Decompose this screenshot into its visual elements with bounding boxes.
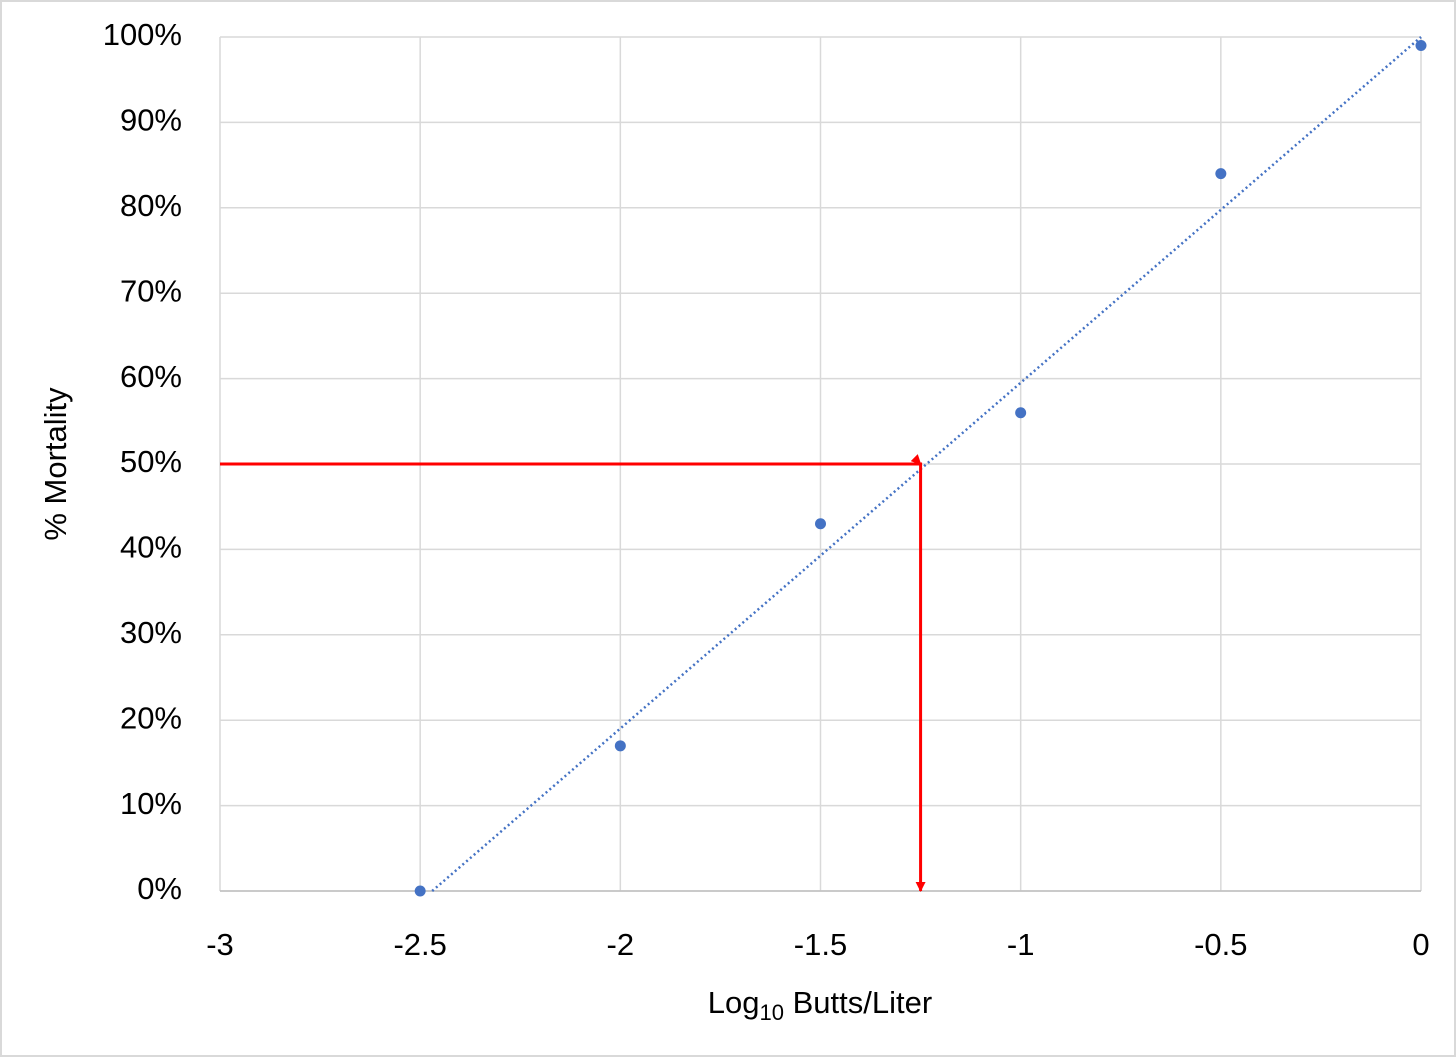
x-tick-label: -3 [206, 927, 234, 962]
data-point [614, 740, 626, 752]
x-tick-label: -0.5 [1194, 927, 1247, 962]
data-point [414, 885, 426, 897]
x-tick-label: -2.5 [393, 927, 446, 962]
y-tick-label: 100% [103, 17, 182, 52]
data-point [1215, 168, 1227, 180]
y-tick-label: 70% [120, 273, 182, 308]
y-tick-label: 90% [120, 103, 182, 138]
x-tick-label: -2 [607, 927, 635, 962]
x-tick-label: 0 [1412, 927, 1429, 962]
x-axis-title-subscript: 10 [760, 1000, 784, 1025]
y-axis-title: % Mortality [38, 387, 73, 541]
x-axis-title: Log10 Butts/Liter [708, 985, 932, 1025]
y-tick-label: 50% [120, 444, 182, 479]
data-point [1415, 40, 1427, 52]
data-point [1015, 407, 1027, 419]
x-axis-title-rest: Butts/Liter [784, 985, 932, 1020]
data-point [815, 518, 826, 530]
x-tick-label: -1.5 [794, 927, 847, 962]
y-tick-label: 0% [137, 871, 182, 906]
x-tick-label: -1 [1007, 927, 1035, 962]
y-tick-label: 80% [120, 188, 182, 223]
y-tick-label: 60% [120, 359, 182, 394]
y-tick-label: 10% [120, 786, 182, 821]
x-axis-title-main: Log [708, 985, 760, 1020]
annotation-arrow [220, 454, 926, 892]
y-tick-label: 40% [120, 530, 182, 565]
y-tick-label: 20% [120, 700, 182, 735]
y-tick-label: 30% [120, 615, 182, 650]
